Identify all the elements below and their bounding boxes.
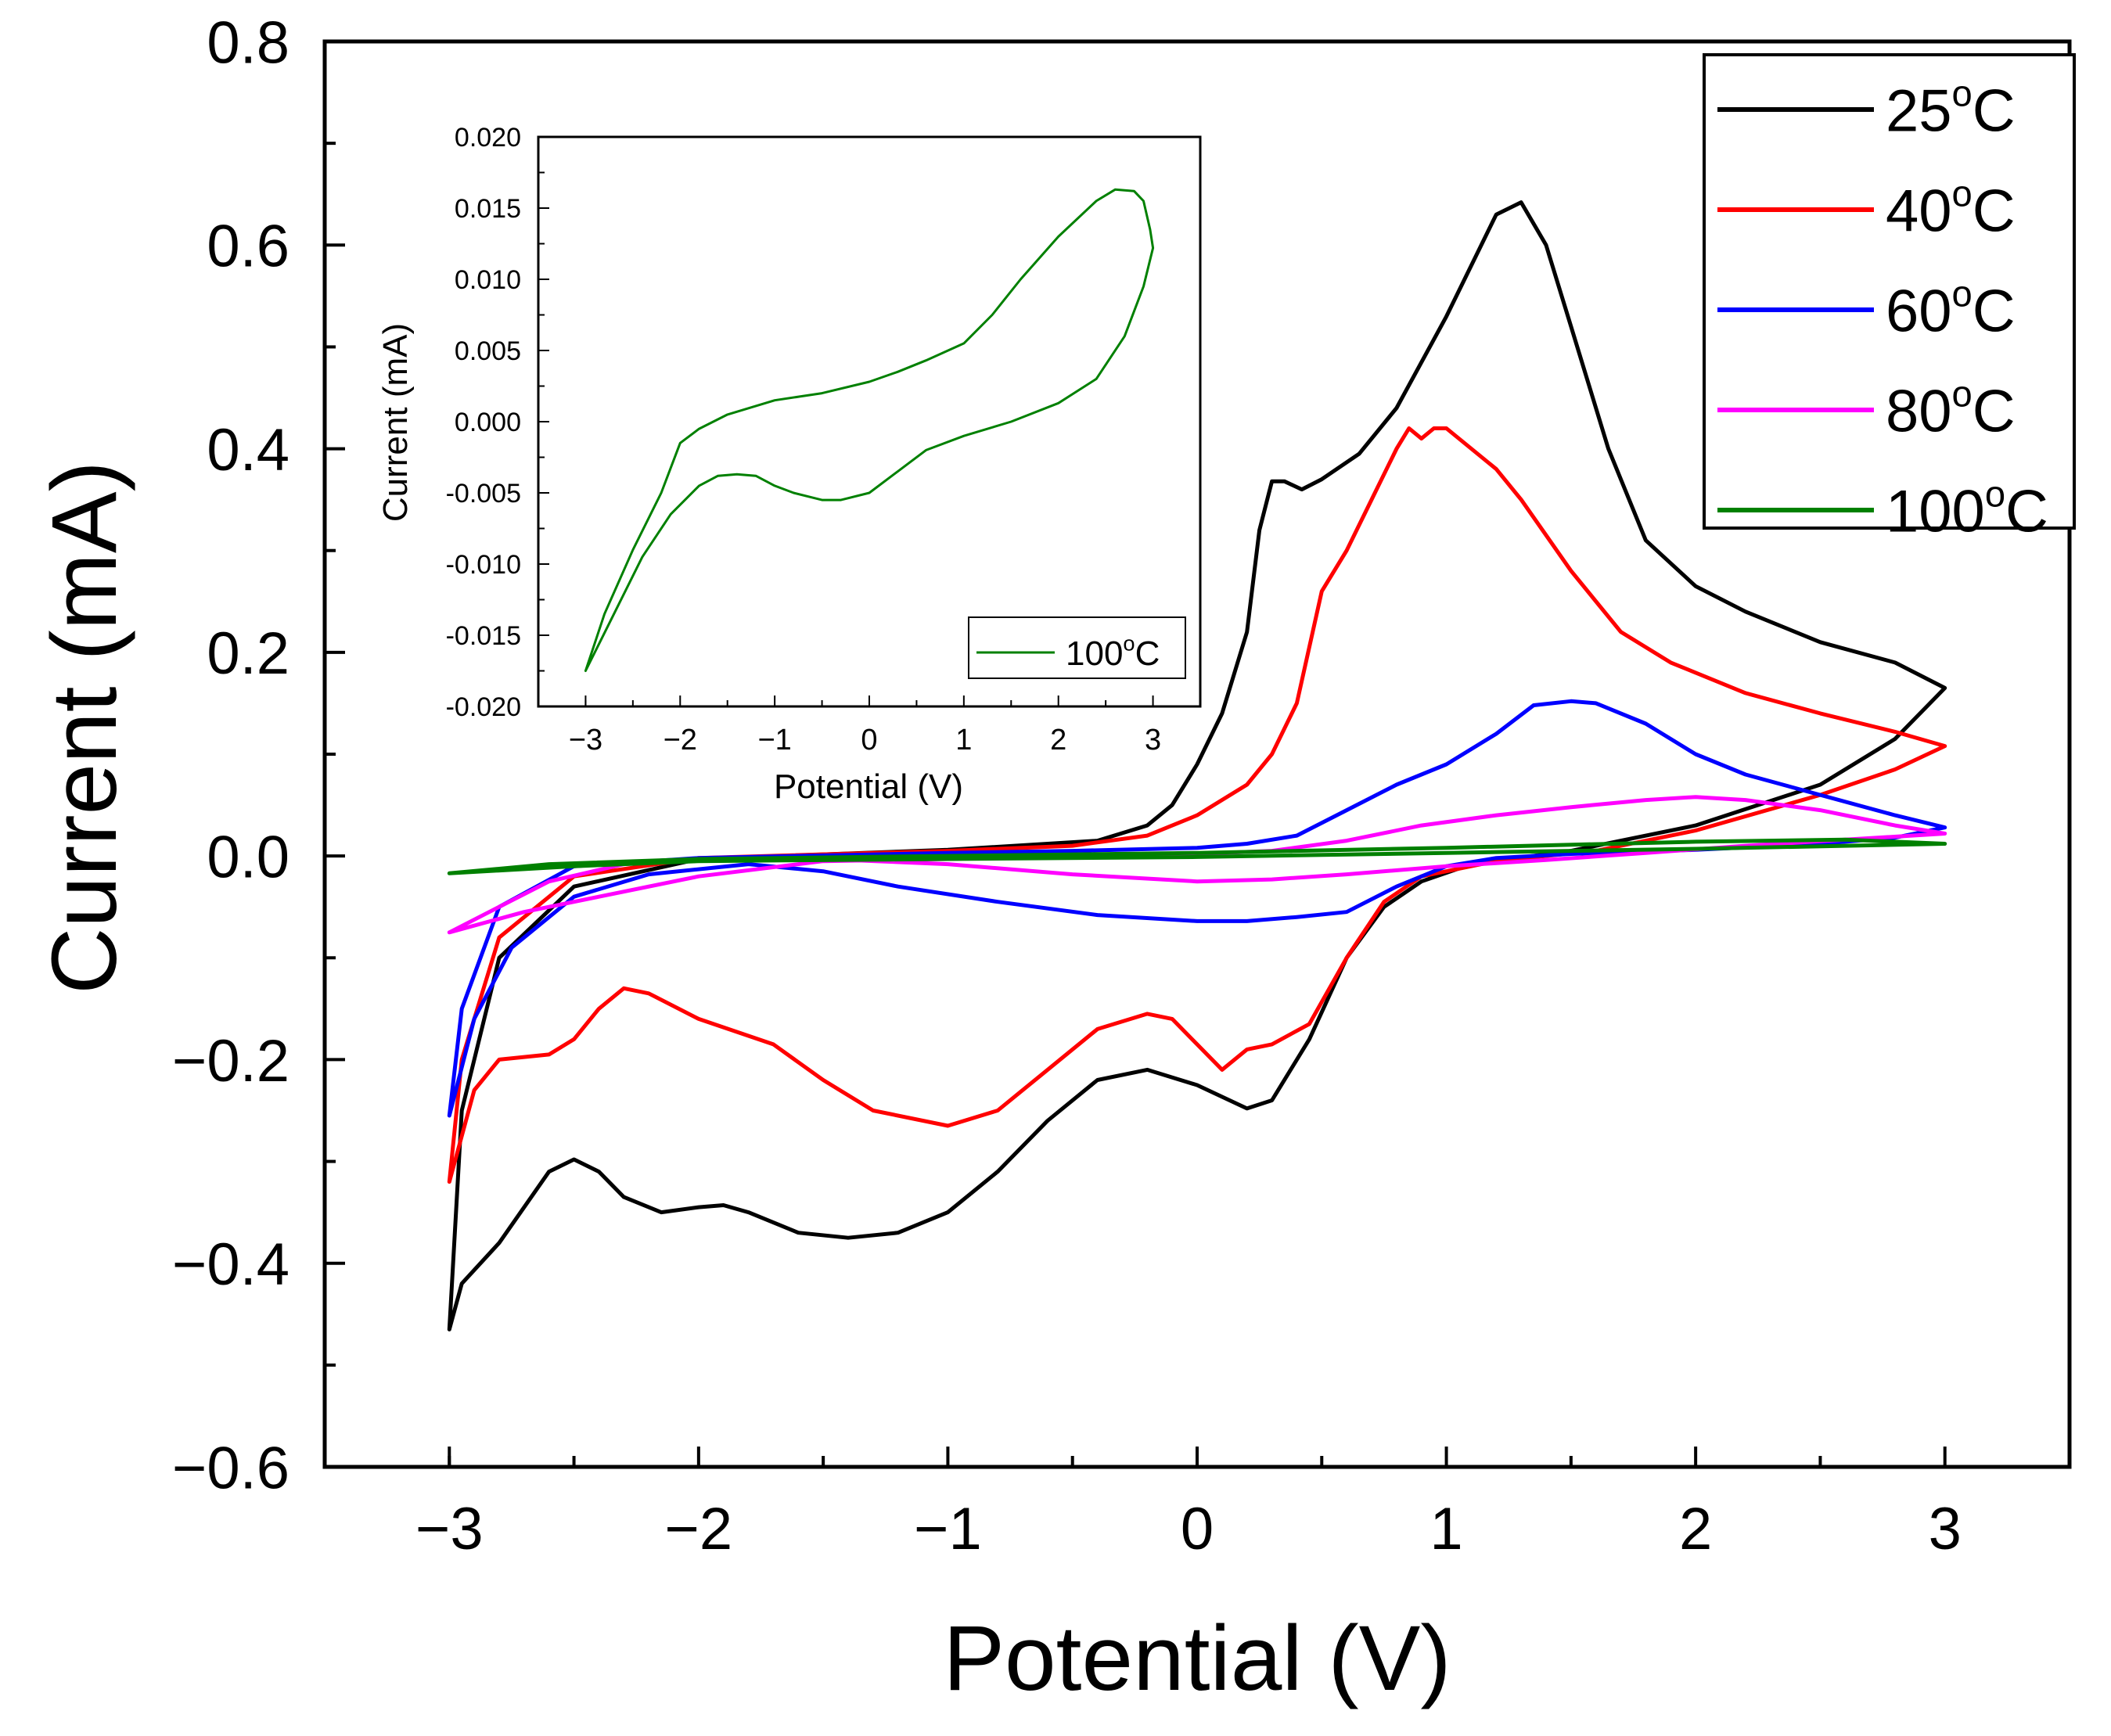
x-tick-label: 0	[861, 724, 877, 757]
y-tick-label: -0.010	[446, 550, 521, 580]
main-legend-box	[1703, 53, 2076, 530]
legend-label-degree: o	[1952, 272, 1973, 314]
legend-label-value: 60	[1886, 278, 1952, 344]
x-tick-label: −3	[415, 1496, 484, 1562]
legend-label: 100oC	[1066, 631, 1160, 672]
y-tick-label: 0.000	[455, 408, 521, 437]
x-tick-label: 0	[1181, 1496, 1214, 1562]
legend-label-unit: C	[1973, 178, 2016, 244]
inset-chart: -0.020 -0.015 -0.010 -0.005 0.000 0.005 0.010 0…	[376, 123, 1202, 806]
main-y-axis: −0.6 −0.4 −0.2 0.0 0.2 0.4 0.6 0.8	[172, 9, 345, 1501]
inset-y-axis: -0.020 -0.015 -0.010 -0.005 0.000 0.005 0.010 0…	[446, 123, 549, 722]
series-line	[447, 699, 1947, 1118]
x-tick-label: 1	[955, 724, 972, 757]
y-tick-label: 0.4	[207, 417, 289, 483]
x-tick-label: −2	[664, 724, 697, 757]
legend-label: 25oC	[1886, 72, 2016, 144]
series-line	[447, 837, 1947, 875]
y-tick-label: −0.4	[172, 1231, 289, 1298]
legend-label-degree: o	[1952, 372, 1973, 414]
legend-label-value: 100	[1066, 634, 1123, 673]
y-tick-label: 0.8	[207, 9, 289, 76]
x-tick-label: 2	[1679, 1496, 1712, 1562]
y-tick-label: 0.010	[455, 265, 521, 295]
inset-legend-box	[968, 616, 1186, 679]
x-tick-label: −1	[757, 724, 791, 757]
inset-x-axis: −3 −2 −1 0 1 2 3	[569, 695, 1161, 757]
inset-legend: 100oC	[968, 616, 1186, 679]
legend-label: 80oC	[1886, 372, 2016, 444]
y-tick-label: 0.020	[455, 123, 521, 153]
legend-label: 40oC	[1886, 172, 2016, 244]
legend-label-unit: C	[1973, 278, 2016, 344]
main-y-axis-label: Current (mA)	[33, 461, 136, 994]
main-x-axis: −3 −2 −1 0 1 2 3	[415, 1447, 1962, 1562]
main-x-axis-label: Potential (V)	[943, 1607, 1451, 1710]
legend-label-degree: o	[1952, 172, 1973, 214]
y-tick-label: 0.6	[207, 214, 289, 280]
legend-label-degree: o	[1123, 631, 1135, 655]
x-tick-label: −1	[914, 1496, 982, 1562]
main-series-layer	[447, 200, 1947, 1332]
x-tick-label: −3	[569, 724, 602, 757]
legend-label-value: 100	[1886, 478, 1985, 545]
series-line	[447, 200, 1947, 1332]
y-tick-label: -0.005	[446, 479, 521, 509]
legend-label-unit: C	[1135, 634, 1160, 673]
x-tick-label: 1	[1430, 1496, 1462, 1562]
legend-label: 60oC	[1886, 272, 2016, 344]
x-tick-label: 2	[1050, 724, 1066, 757]
legend-label: 100oC	[1886, 473, 2048, 545]
y-tick-label: 0.2	[207, 620, 289, 687]
legend-label-degree: o	[1952, 72, 1973, 113]
legend-label-value: 25	[1886, 77, 1952, 144]
inset-x-axis-label: Potential (V)	[774, 767, 963, 806]
legend-label-value: 40	[1886, 178, 1952, 244]
y-tick-label: -0.020	[446, 692, 521, 722]
x-tick-label: 3	[1929, 1496, 1962, 1562]
y-tick-label: 0.005	[455, 336, 521, 366]
legend-label-unit: C	[1973, 378, 2016, 444]
legend-label-unit: C	[2005, 478, 2048, 545]
inset-y-axis-label: Current (mA)	[376, 323, 415, 522]
y-tick-label: −0.6	[172, 1435, 289, 1501]
series-line	[584, 188, 1155, 672]
legend-label-degree: o	[1985, 473, 2005, 514]
inset-series-layer	[584, 188, 1155, 672]
y-tick-label: 0.015	[455, 194, 521, 224]
y-tick-label: 0.0	[207, 825, 289, 891]
series-line	[447, 426, 1947, 1184]
legend-label-unit: C	[1973, 77, 2016, 144]
legend-label-value: 80	[1886, 378, 1952, 444]
x-tick-label: 3	[1145, 724, 1161, 757]
x-tick-label: −2	[665, 1496, 733, 1562]
y-tick-label: -0.015	[446, 621, 521, 651]
y-tick-label: −0.2	[172, 1028, 289, 1094]
